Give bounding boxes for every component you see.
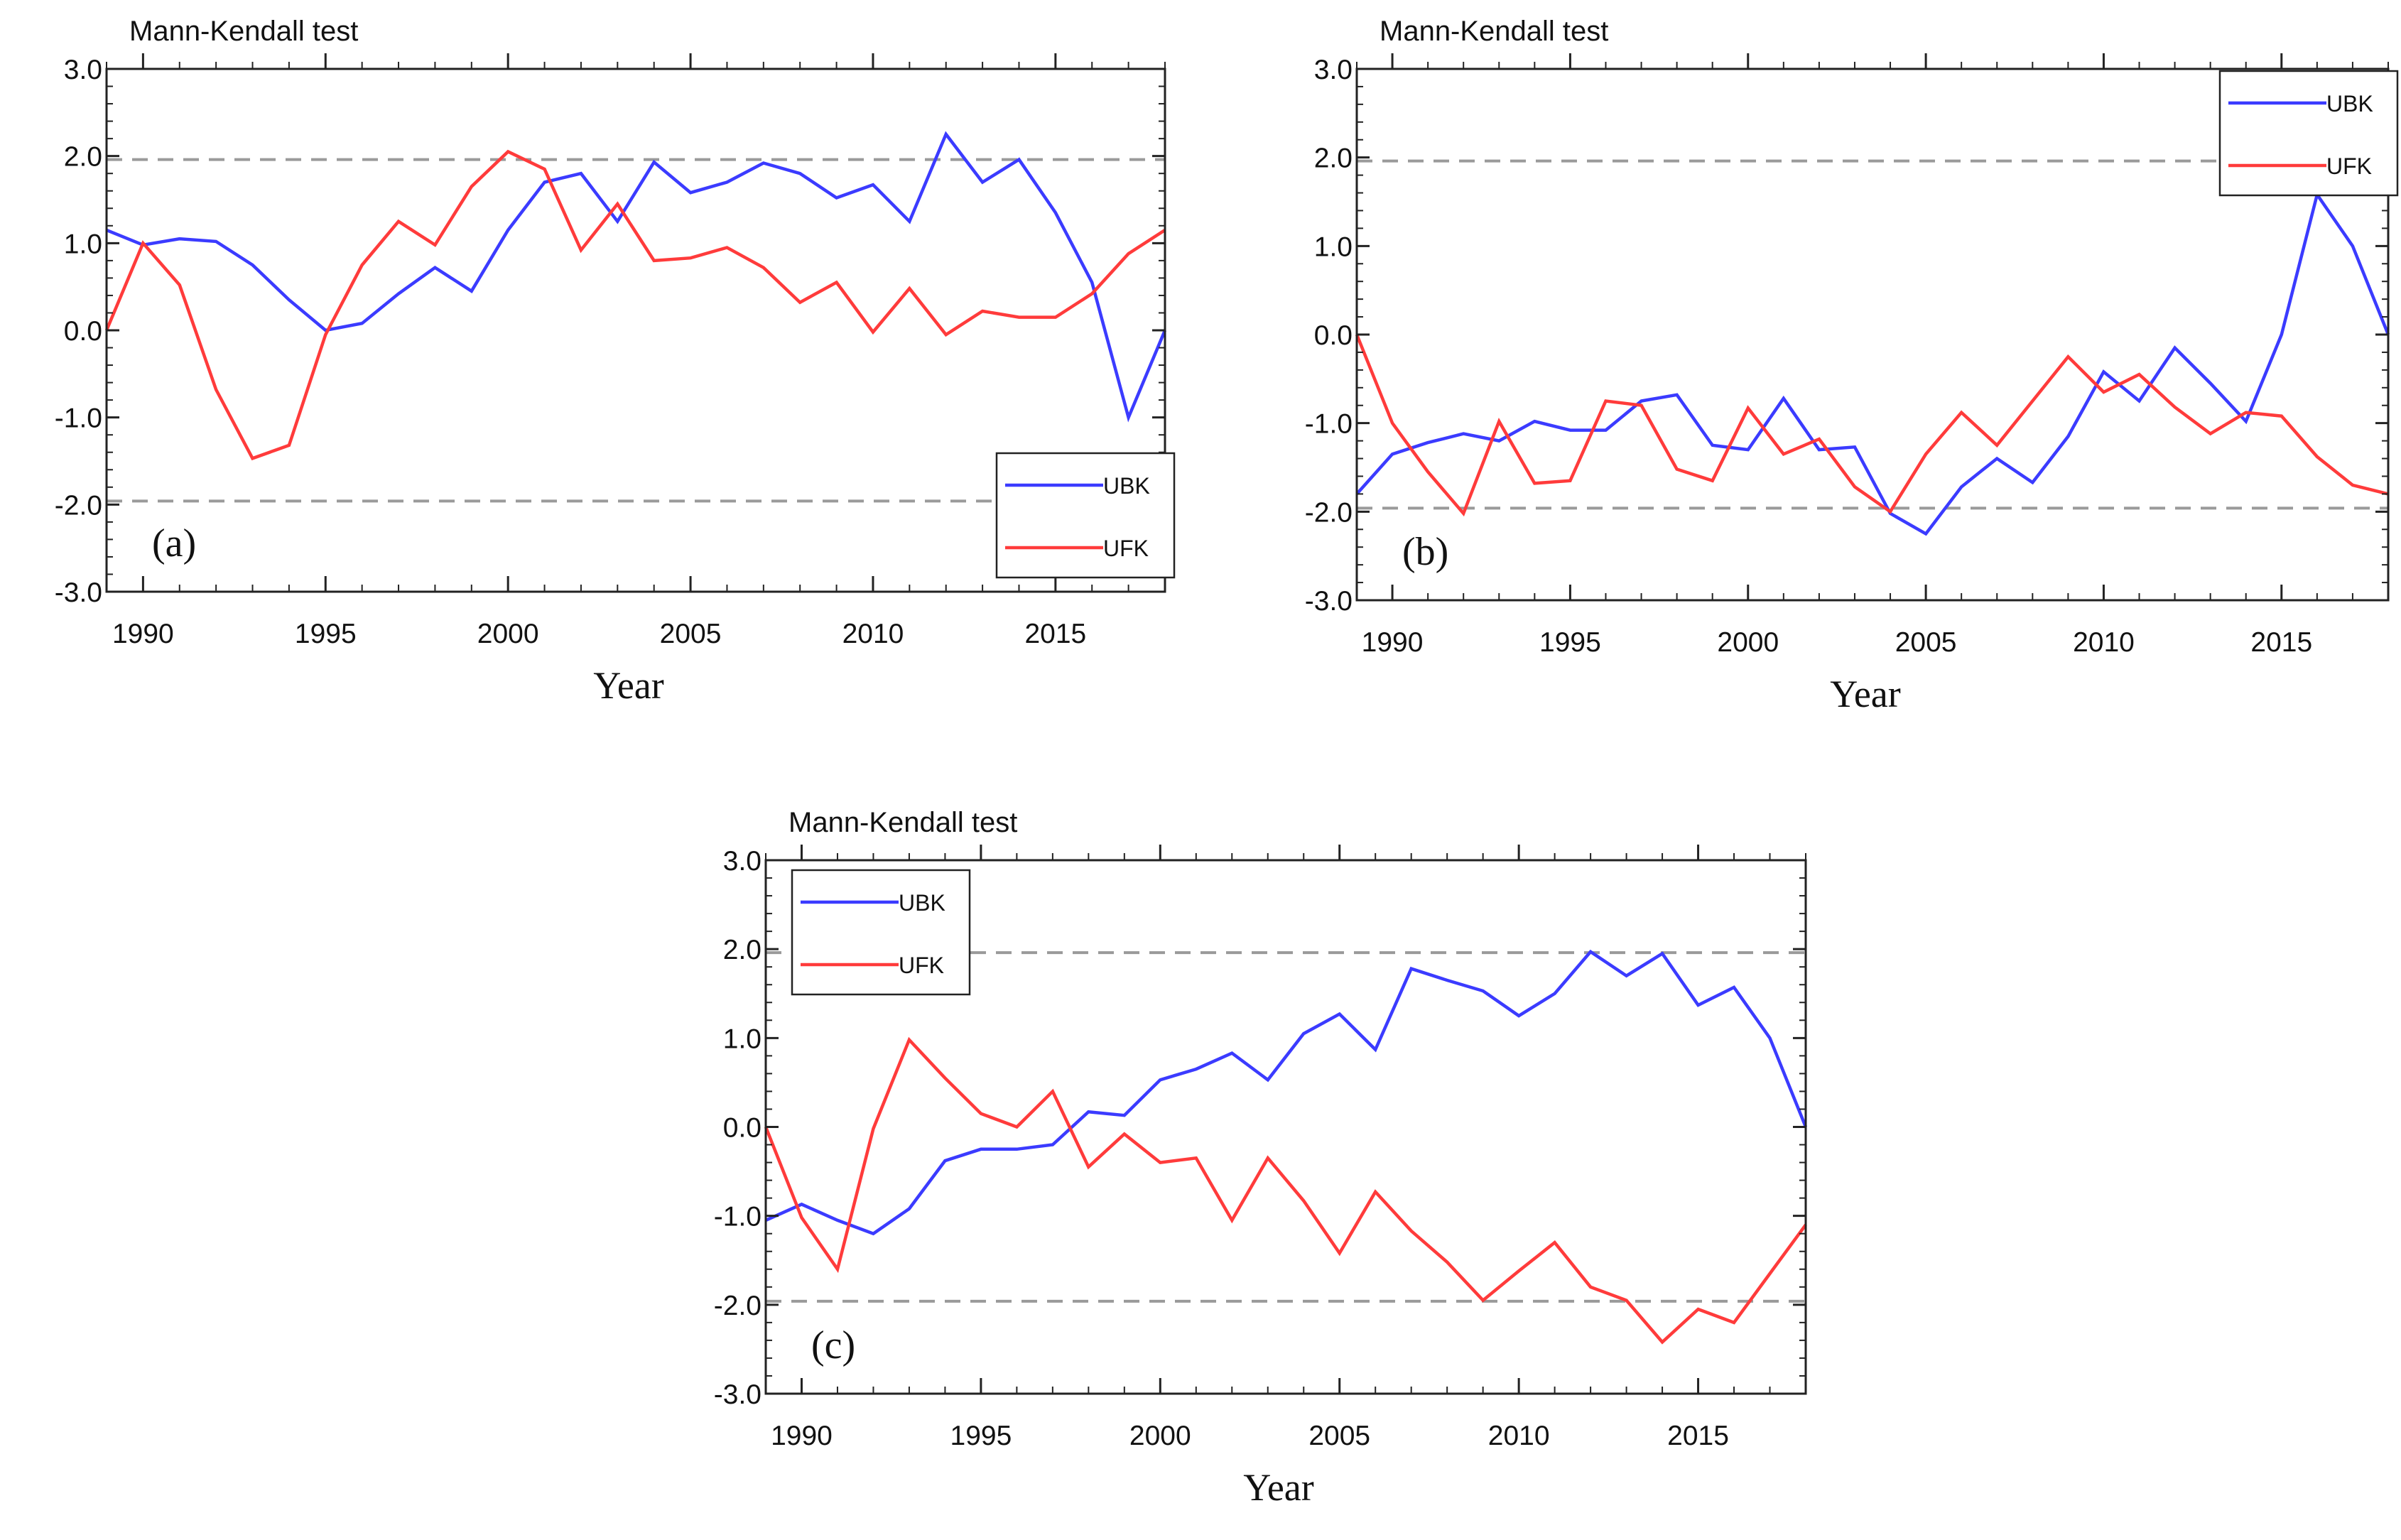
legend-label-ubk: UBK	[2326, 91, 2373, 116]
y-tick-label: 1.0	[723, 1024, 762, 1054]
y-tick-label: -3.0	[714, 1379, 762, 1410]
legend: UBK UFK	[2218, 70, 2399, 197]
x-axis-label: Year	[1243, 1466, 1314, 1509]
x-tick-label: 2000	[477, 619, 539, 649]
x-tick-label: 1995	[295, 619, 357, 649]
x-tick-label: 2005	[1308, 1421, 1370, 1451]
series-line-ufk	[764, 1036, 1807, 1345]
x-tick-label: 2015	[1024, 619, 1086, 649]
x-tick-label: 1995	[950, 1421, 1012, 1451]
y-tick-label: 3.0	[64, 55, 102, 85]
y-tick-label: 1.0	[1314, 232, 1353, 262]
chart-panel-1: Mann-Kendall test 3.0 2.0 1.0 0.0 -1.0 -2.0 -3.…	[55, 16, 1176, 707]
y-tick-label: 3.0	[1314, 55, 1353, 85]
y-tick-label: 2.0	[723, 935, 762, 965]
x-tick-label: 1990	[771, 1421, 833, 1451]
y-tick-label: -3.0	[55, 578, 102, 608]
y-tick-label: -1.0	[714, 1202, 762, 1232]
chart-title: Mann-Kendall test	[788, 807, 1017, 838]
y-tick-label: 0.0	[64, 316, 102, 347]
x-tick-label: 2010	[842, 619, 904, 649]
chart-panel-2: Mann-Kendall test 3.0 2.0 1.0 0.0 -1.0 -2.0 -3.…	[1305, 16, 2399, 715]
chart-title: Mann-Kendall test	[129, 16, 358, 47]
x-axis-label: Year	[1830, 673, 1901, 715]
x-axis-label: Year	[593, 664, 664, 707]
x-tick-label: 2005	[660, 619, 722, 649]
x-tick-label: 2010	[2073, 627, 2135, 658]
series-line-ubk	[765, 949, 1808, 1236]
y-tick-label: -2.0	[714, 1291, 762, 1321]
x-tick-label: 1990	[1362, 627, 1424, 658]
series-line-ufk	[1355, 334, 2389, 517]
legend-box	[995, 452, 1176, 579]
legend-label-ubk: UBK	[899, 890, 945, 916]
legend-box	[791, 869, 971, 996]
x-tick-label: 2010	[1488, 1421, 1550, 1451]
y-tick-label: 2.0	[64, 142, 102, 173]
panel-label: (c)	[811, 1323, 855, 1367]
x-tick-label: 2005	[1895, 627, 1957, 658]
x-tick-label: 2000	[1129, 1421, 1191, 1451]
legend-label-ufk: UFK	[899, 953, 944, 978]
series-line-ubk	[1355, 190, 2390, 536]
x-tick-label: 1990	[112, 619, 174, 649]
y-tick-label: 2.0	[1314, 143, 1353, 174]
legend-label-ufk: UFK	[1103, 536, 1149, 561]
y-tick-label: -3.0	[1305, 586, 1353, 617]
y-tick-label: 3.0	[723, 846, 762, 877]
series-line-ufk	[104, 149, 1166, 461]
legend-label-ufk: UFK	[2326, 153, 2372, 179]
y-tick-label: 0.0	[723, 1113, 762, 1144]
x-tick-label: 1995	[1539, 627, 1601, 658]
legend-box	[2218, 70, 2399, 197]
series-line-ubk	[106, 131, 1167, 423]
y-tick-label: -1.0	[55, 403, 102, 434]
panel-label: (b)	[1402, 530, 1448, 574]
x-tick-label: 2015	[1667, 1421, 1729, 1451]
chart-panel-3: Mann-Kendall test 3.0 2.0 1.0 0.0 -1.0 -2.0 -3.…	[714, 807, 1808, 1509]
y-tick-label: -1.0	[1305, 409, 1353, 440]
legend: UBK UFK	[995, 452, 1176, 579]
x-tick-label: 2015	[2250, 627, 2312, 658]
legend-label-ubk: UBK	[1103, 473, 1150, 499]
x-tick-label: 2000	[1717, 627, 1779, 658]
y-tick-label: -2.0	[55, 490, 102, 521]
y-tick-label: -2.0	[1305, 497, 1353, 528]
legend: UBK UFK	[791, 869, 971, 996]
chart-title: Mann-Kendall test	[1380, 16, 1608, 47]
y-tick-label: 0.0	[1314, 320, 1353, 351]
panel-label: (a)	[152, 521, 196, 565]
y-tick-label: 1.0	[64, 229, 102, 259]
